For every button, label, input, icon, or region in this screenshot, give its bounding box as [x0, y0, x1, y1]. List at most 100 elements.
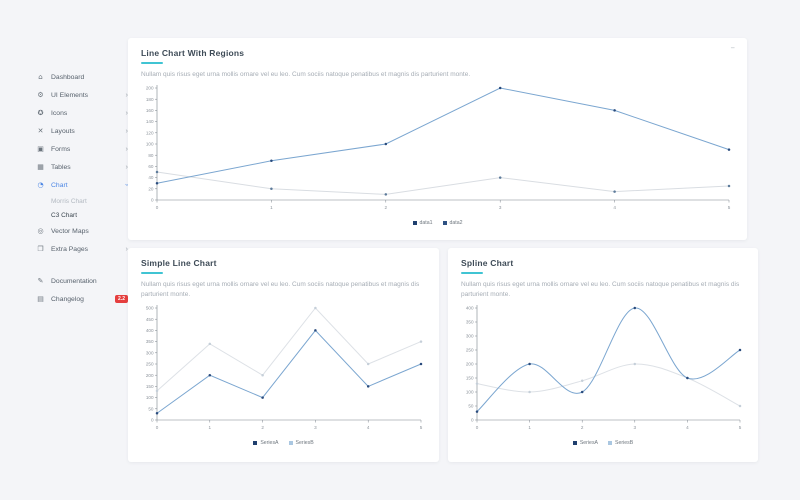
legend-swatch	[288, 441, 293, 446]
legend-swatch	[253, 441, 258, 446]
sidebar-item-vector-maps[interactable]: ◎ Vector Maps	[36, 222, 128, 240]
legend-item-data2[interactable]: data2	[442, 220, 463, 227]
svg-text:3: 3	[499, 205, 502, 210]
legend-item-data1[interactable]: data1	[412, 220, 433, 227]
legend-item-seriesb[interactable]: SeriesB	[608, 440, 633, 446]
svg-text:200: 200	[146, 373, 154, 378]
svg-text:5: 5	[728, 205, 731, 210]
chevron-right-icon: ›	[125, 90, 129, 100]
sidebar-item-changelog[interactable]: ▤ Changelog 2.2	[36, 290, 128, 308]
svg-text:3: 3	[634, 425, 637, 430]
chart-legend: data1 data2	[141, 220, 734, 226]
pencil-icon: ✎	[37, 277, 44, 285]
sidebar-item-forms[interactable]: ▣ Forms ›	[36, 140, 128, 158]
collapse-icon[interactable]: –	[730, 43, 736, 53]
gear-icon: ⚙	[37, 91, 44, 99]
card-description: Nullam quis risus eget urna mollis ornar…	[141, 281, 420, 299]
chevron-right-icon: ›	[125, 162, 129, 172]
chevron-right-icon: ›	[125, 144, 129, 154]
version-badge: 2.2	[115, 295, 128, 303]
shield-icon: ✪	[37, 109, 44, 117]
svg-text:180: 180	[146, 97, 154, 102]
legend-item-seriesa[interactable]: SeriesA	[572, 440, 598, 446]
legend-swatch	[442, 221, 447, 226]
chart-legend: SeriesA SeriesB	[141, 440, 426, 446]
legend-label: SeriesB	[615, 440, 634, 447]
svg-text:140: 140	[146, 119, 154, 124]
line-chart-svg: 0 20 40 60 80 100 120 140 160 180 200 0 1 2 3 4 5	[146, 85, 731, 210]
svg-text:150: 150	[466, 376, 474, 381]
svg-text:250: 250	[466, 348, 474, 353]
sidebar-item-documentation[interactable]: ✎ Documentation	[36, 272, 128, 290]
sidebar-item-icons[interactable]: ✪ Icons ›	[36, 104, 128, 122]
svg-text:5: 5	[420, 425, 423, 430]
svg-text:2: 2	[261, 425, 264, 430]
sidebar-item-label: Dashboard	[51, 73, 85, 81]
svg-text:2: 2	[385, 205, 388, 210]
home-icon: ⌂	[38, 73, 43, 81]
svg-text:50: 50	[468, 404, 474, 409]
sidebar-subitem-c3-chart[interactable]: C3 Chart	[51, 211, 78, 219]
legend-label: data2	[449, 220, 463, 227]
simple-line-chart: 0 50 100 150 200 250 300 350 400 450 500 0 1 2 3 4 5 Seri…	[141, 303, 426, 446]
svg-text:0: 0	[151, 418, 154, 423]
layouts-icon: ✕	[37, 127, 44, 135]
legend-swatch	[608, 441, 612, 446]
forms-icon: ▣	[37, 145, 44, 153]
svg-text:150: 150	[146, 384, 154, 389]
svg-text:60: 60	[148, 164, 154, 169]
sidebar-item-chart[interactable]: ◔ Chart ›	[36, 176, 131, 194]
svg-text:0: 0	[151, 198, 154, 203]
sidebar-item-label: Forms	[51, 145, 71, 153]
sidebar-item-label: Layouts	[51, 127, 75, 135]
tables-icon: ▦	[37, 163, 44, 171]
svg-text:50: 50	[148, 407, 154, 412]
legend-label: SeriesA	[260, 440, 279, 447]
svg-text:350: 350	[146, 339, 154, 344]
svg-text:0: 0	[156, 425, 159, 430]
pie-chart-icon: ◔	[37, 181, 44, 189]
line-chart-svg: 0 50 100 150 200 250 300 350 400 450 500 0 1 2 3 4 5	[146, 305, 423, 430]
svg-text:160: 160	[146, 108, 154, 113]
svg-text:5: 5	[739, 425, 742, 430]
sidebar-item-tables[interactable]: ▦ Tables ›	[36, 158, 128, 176]
pages-icon: ❐	[37, 245, 44, 253]
svg-text:4: 4	[613, 205, 616, 210]
svg-text:100: 100	[146, 395, 154, 400]
sidebar-item-label: UI Elements	[51, 91, 89, 99]
svg-text:1: 1	[270, 205, 273, 210]
legend-label: data1	[419, 220, 433, 227]
sidebar-subitem-morris-chart[interactable]: Morris Chart	[51, 197, 87, 205]
card-line-chart-with-regions: Line Chart With Regions Nullam quis risu…	[128, 38, 747, 240]
bottom-cards-row: Simple Line Chart Nullam quis risus eget…	[128, 248, 758, 462]
spline-chart: 0 50 100 150 200 250 300 350 400 0 1 2 3 4 5 SeriesA Ser…	[461, 303, 745, 446]
svg-text:2: 2	[581, 425, 584, 430]
legend-item-seriesa[interactable]: SeriesA	[253, 440, 279, 447]
title-underline	[141, 62, 163, 64]
svg-text:40: 40	[148, 175, 154, 180]
svg-text:100: 100	[466, 390, 474, 395]
card-title: Simple Line Chart	[141, 258, 217, 268]
card-title: Spline Chart	[461, 258, 514, 268]
svg-text:0: 0	[471, 418, 474, 423]
legend-label: SeriesB	[295, 440, 314, 447]
legend-item-seriesb[interactable]: SeriesB	[288, 440, 314, 447]
sidebar-item-dashboard[interactable]: ⌂ Dashboard	[36, 68, 128, 86]
svg-text:300: 300	[466, 334, 474, 339]
svg-text:300: 300	[146, 351, 154, 356]
card-simple-line-chart: Simple Line Chart Nullam quis risus eget…	[128, 248, 439, 462]
sidebar-item-label: Changelog	[51, 295, 84, 303]
sidebar-item-label: Icons	[51, 109, 68, 117]
svg-text:200: 200	[466, 362, 474, 367]
svg-text:80: 80	[148, 153, 154, 158]
sidebar-item-ui-elements[interactable]: ⚙ UI Elements ›	[36, 86, 128, 104]
sidebar-item-label: Chart	[51, 181, 68, 189]
sidebar-item-layouts[interactable]: ✕ Layouts ›	[36, 122, 128, 140]
svg-text:350: 350	[466, 320, 474, 325]
svg-text:400: 400	[466, 306, 474, 311]
svg-text:3: 3	[314, 425, 317, 430]
svg-text:1: 1	[528, 425, 531, 430]
sidebar-item-extra-pages[interactable]: ❐ Extra Pages ›	[36, 240, 128, 258]
legend-swatch	[412, 221, 417, 226]
